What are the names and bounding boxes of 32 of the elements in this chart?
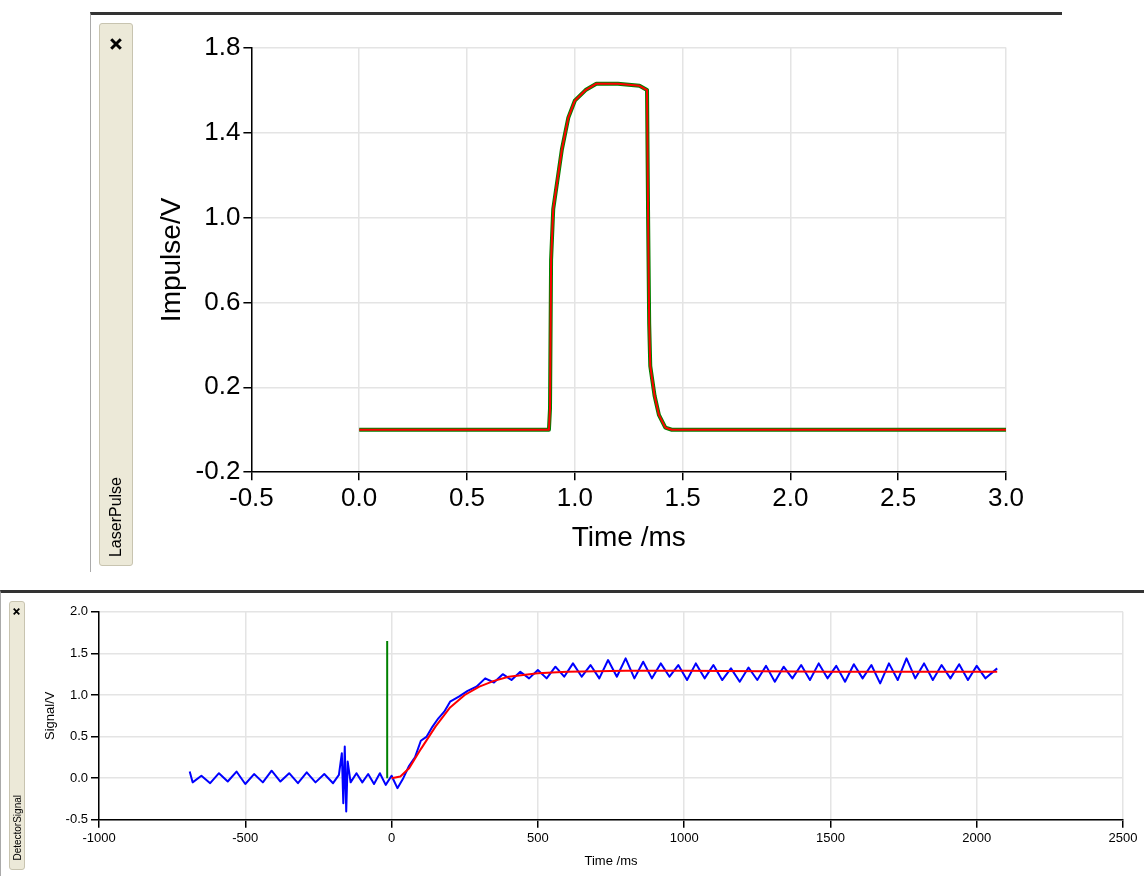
y-tick-label: 0.6 [204,285,241,316]
y-tick-label: 1.0 [204,200,241,231]
x-axis-title: Time /ms [584,852,638,868]
x-tick-label: 2.5 [880,481,917,512]
x-tick-label: 1500 [815,830,845,846]
x-tick-label: 2.0 [772,481,809,512]
x-tick-label: 1.0 [556,481,593,512]
y-axis-title: Signal/V [42,691,58,741]
text: LaserPulse [107,476,125,557]
x-tick-label: -500 [232,830,259,846]
x-tick-label: 2000 [962,830,992,846]
x-tick-label: 1.5 [664,481,701,512]
x-tick-label: 1000 [669,830,699,846]
x-tick-label: 3.0 [987,481,1025,512]
y-tick-label: 1.4 [204,115,241,146]
y-tick-label: 2.0 [69,603,88,619]
x-tick-label: 0 [387,830,396,846]
y-tick-label: 1.5 [69,644,88,660]
x-axis-title: Time /ms [571,520,686,552]
y-tick-label: 0.5 [69,728,88,744]
y-axis-title: Impulse/V [154,197,186,323]
text: DetectorSignal [11,795,23,861]
x-tick-label: -1000 [82,830,116,846]
x-tick-label: 2500 [1108,830,1138,846]
x-tick-label: 0.0 [341,481,378,512]
y-tick-label: 1.8 [204,30,241,61]
y-tick-label: 0.0 [69,769,88,785]
y-tick-label: 0.2 [204,370,241,401]
x-tick-label: 500 [527,830,549,846]
y-tick-label: 1.0 [69,686,88,702]
y-tick-label: -0.5 [65,811,88,827]
x-tick-label: 0.5 [448,481,486,512]
